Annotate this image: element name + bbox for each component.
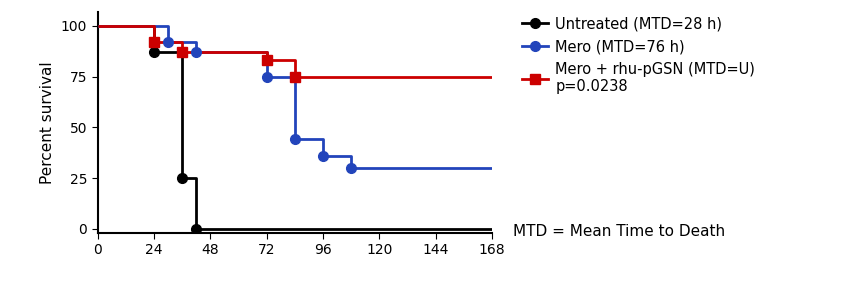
Y-axis label: Percent survival: Percent survival [40, 61, 55, 184]
Text: MTD = Mean Time to Death: MTD = Mean Time to Death [513, 223, 725, 239]
Legend: Untreated (MTD=28 h), Mero (MTD=76 h), Mero + rhu-pGSN (MTD=U)
p=0.0238: Untreated (MTD=28 h), Mero (MTD=76 h), M… [516, 10, 762, 100]
